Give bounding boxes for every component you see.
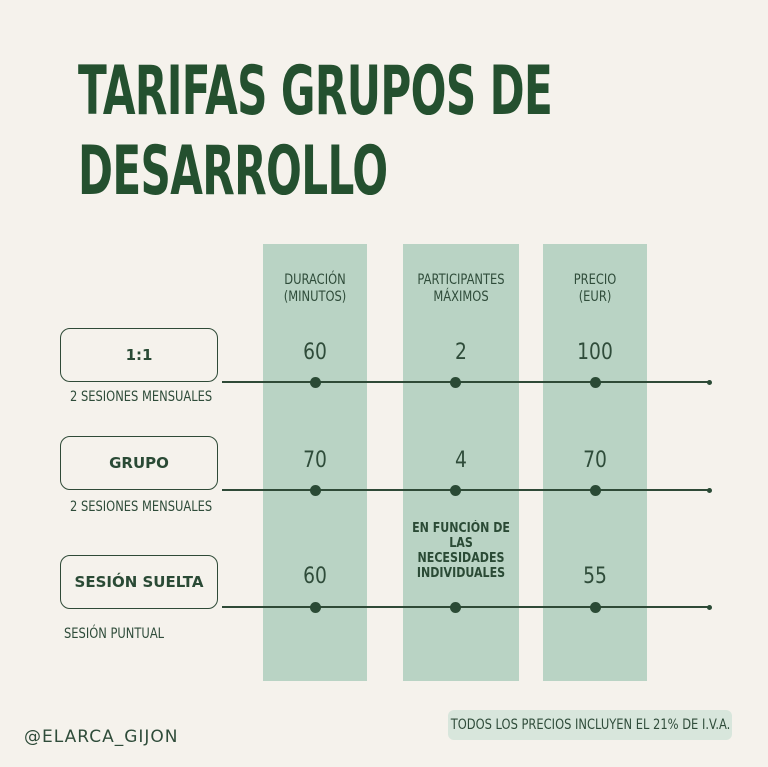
row-grupo-participants: 4 xyxy=(455,448,467,473)
row-sesion-suelta-price: 55 xyxy=(583,564,607,589)
row-sesion-suelta-line-end xyxy=(707,605,712,610)
row-grupo-line xyxy=(222,489,710,491)
vat-note-badge: TODOS LOS PRECIOS INCLUYEN EL 21% DE I.V… xyxy=(448,710,732,740)
row-grupo-dot-duration xyxy=(310,485,321,496)
vat-note-text: TODOS LOS PRECIOS INCLUYEN EL 21% DE I.V… xyxy=(450,717,730,733)
row-label-sesion-suelta: SESIÓN SUELTA xyxy=(60,555,218,609)
row-label-1to1: 1:1 xyxy=(60,328,218,382)
row-sesion-suelta-duration: 60 xyxy=(303,564,327,589)
row-1to1-dot-price xyxy=(590,377,601,388)
title-line-2: DESARROLLO xyxy=(78,132,388,211)
row-sesion-suelta-dot-duration xyxy=(310,602,321,613)
row-sesion-suelta-dot-price xyxy=(590,602,601,613)
row-subtitle-1to1: 2 SESIONES MENSUALES xyxy=(70,389,213,405)
social-handle: @ELARCA_GIJON xyxy=(24,727,179,747)
column-header-participants: PARTICIPANTES MÁXIMOS xyxy=(417,272,505,305)
row-sesion-suelta-participants: EN FUNCIÓN DE LAS NECESIDADES INDIVIDUAL… xyxy=(412,521,510,581)
row-grupo-dot-participants xyxy=(450,485,461,496)
row-subtitle-sesion-suelta: SESIÓN PUNTUAL xyxy=(64,626,165,642)
row-1to1-duration: 60 xyxy=(303,340,327,365)
row-1to1-line-end xyxy=(707,380,712,385)
row-1to1-line xyxy=(222,381,710,383)
row-label-grupo: GRUPO xyxy=(60,436,218,490)
column-header-duration: DURACIÓN (MINUTOS) xyxy=(283,272,347,305)
row-1to1-price: 100 xyxy=(577,340,613,365)
title-line-1: TARIFAS GRUPOS DE xyxy=(78,52,553,131)
column-header-price: PRECIO (EUR) xyxy=(573,272,617,305)
row-1to1-dot-duration xyxy=(310,377,321,388)
row-grupo-line-end xyxy=(707,488,712,493)
row-grupo-price: 70 xyxy=(583,448,607,473)
row-subtitle-grupo: 2 SESIONES MENSUALES xyxy=(70,499,213,515)
row-sesion-suelta-line xyxy=(222,606,710,608)
row-1to1-participants: 2 xyxy=(455,340,467,365)
column-participants-band xyxy=(403,244,519,681)
page-title: TARIFAS GRUPOS DE DESARROLLO xyxy=(78,52,553,212)
row-grupo-dot-price xyxy=(590,485,601,496)
row-sesion-suelta-dot-participants xyxy=(450,602,461,613)
row-1to1-dot-participants xyxy=(450,377,461,388)
row-grupo-duration: 70 xyxy=(303,448,327,473)
